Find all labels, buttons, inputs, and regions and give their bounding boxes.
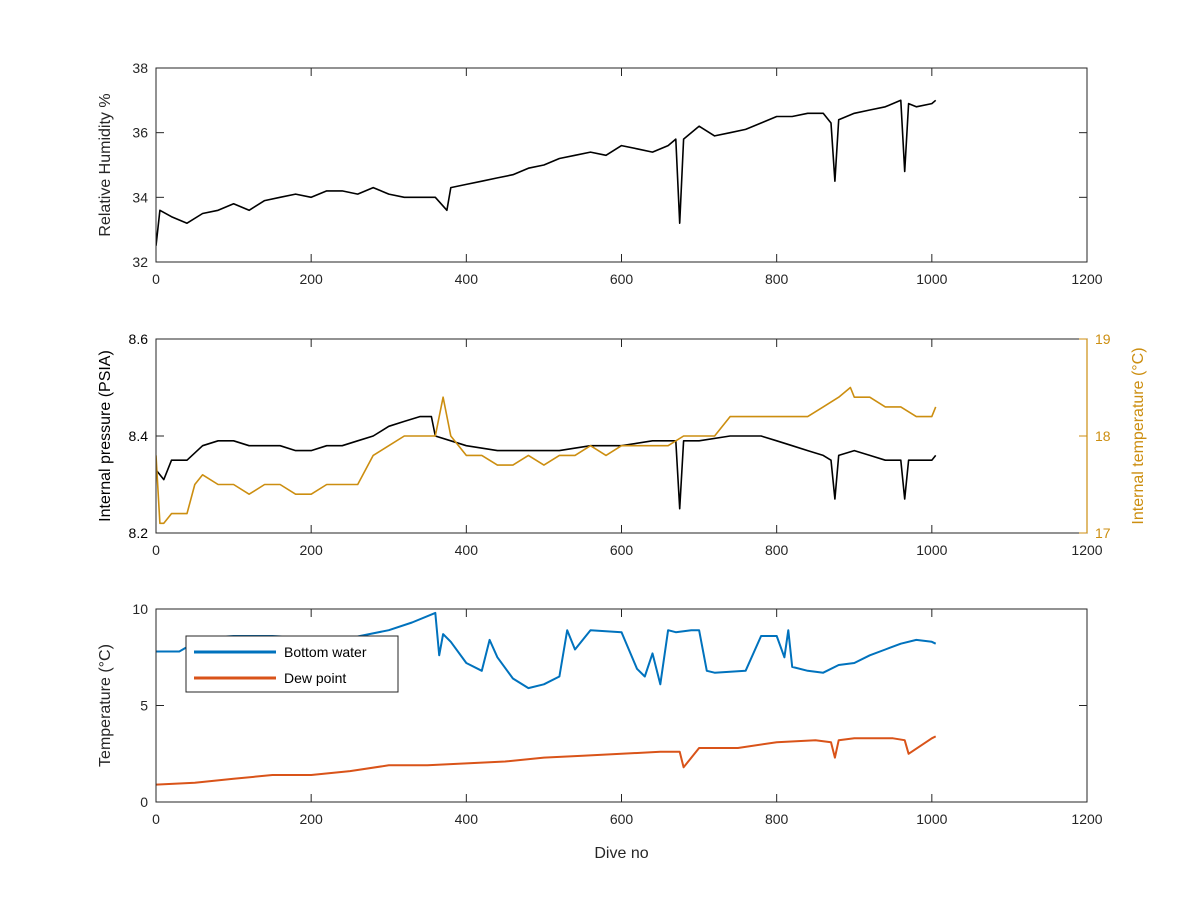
x-tick-label: 400 <box>455 271 479 287</box>
x-tick-label: 200 <box>299 271 323 287</box>
series-line-right-1 <box>156 386 937 525</box>
x-tick-label: 1000 <box>916 811 947 827</box>
x-tick-label: 600 <box>610 271 634 287</box>
legend-label: Bottom water <box>284 644 367 660</box>
x-tick-label: 400 <box>455 542 479 558</box>
y-tick-label: 38 <box>132 60 148 76</box>
x-tick-label: 200 <box>299 542 323 558</box>
y-tick-label: 10 <box>132 601 148 617</box>
x-tick-label: 1200 <box>1071 542 1102 558</box>
y2-axis-label: Internal temperature (°C) <box>1130 347 1147 524</box>
legend-box <box>185 635 399 693</box>
y-axis-label: Relative Humidity % <box>97 93 114 236</box>
axes-box <box>155 338 1088 534</box>
temperature-dewpoint-panel: 0 200 400 600 800 1000 1200 0 5 10 Temperature (°C… <box>97 601 1103 862</box>
x-tick-label: 1200 <box>1071 811 1102 827</box>
y-tick-label: 5 <box>140 698 148 714</box>
x-tick-label: 1000 <box>916 542 947 558</box>
x-tick-label: 800 <box>765 811 789 827</box>
y-tick-label: 8.6 <box>129 331 149 347</box>
x-tick-label: 600 <box>610 811 634 827</box>
x-tick-label: 0 <box>152 271 160 287</box>
y-tick-label: 32 <box>132 254 148 270</box>
x-tick-label: 1000 <box>916 271 947 287</box>
y-tick-label: 8.2 <box>129 525 149 541</box>
x-tick-label: 0 <box>152 811 160 827</box>
y2-tick-label: 17 <box>1095 525 1111 541</box>
axes-box <box>155 67 1088 263</box>
legend: Bottom water Dew point <box>185 635 399 693</box>
series-line-dew-point <box>156 735 937 786</box>
y-tick-label: 34 <box>132 189 148 205</box>
x-tick-label: 800 <box>765 271 789 287</box>
y-tick-label: 36 <box>132 125 148 141</box>
x-tick-label: 800 <box>765 542 789 558</box>
series-line-bottom-water <box>156 611 937 690</box>
x-tick-label: 1200 <box>1071 271 1102 287</box>
x-tick-label: 200 <box>299 811 323 827</box>
x-tick-label: 0 <box>152 542 160 558</box>
y-axis-label: Temperature (°C) <box>97 644 114 767</box>
legend-label: Dew point <box>284 670 346 686</box>
y2-tick-label: 19 <box>1095 331 1111 347</box>
humidity-panel: 0 200 400 600 800 1000 1200 32 34 36 38 Relative Hu… <box>97 60 1103 287</box>
x-tick-label: 400 <box>455 811 479 827</box>
pressure-temperature-panel: 0 200 400 600 800 1000 1200 8.2 8.4 8.6 17 18 19 Inte… <box>97 331 1147 558</box>
x-axis-label: Dive no <box>594 845 648 862</box>
y-tick-label: 0 <box>140 794 148 810</box>
y-tick-label: 8.4 <box>129 428 149 444</box>
y-axis-label: Internal pressure (PSIA) <box>97 350 114 522</box>
x-tick-label: 600 <box>610 542 634 558</box>
series-line-left-0 <box>156 415 937 510</box>
series-line-main-0 <box>156 99 937 246</box>
y2-tick-label: 18 <box>1095 428 1111 444</box>
